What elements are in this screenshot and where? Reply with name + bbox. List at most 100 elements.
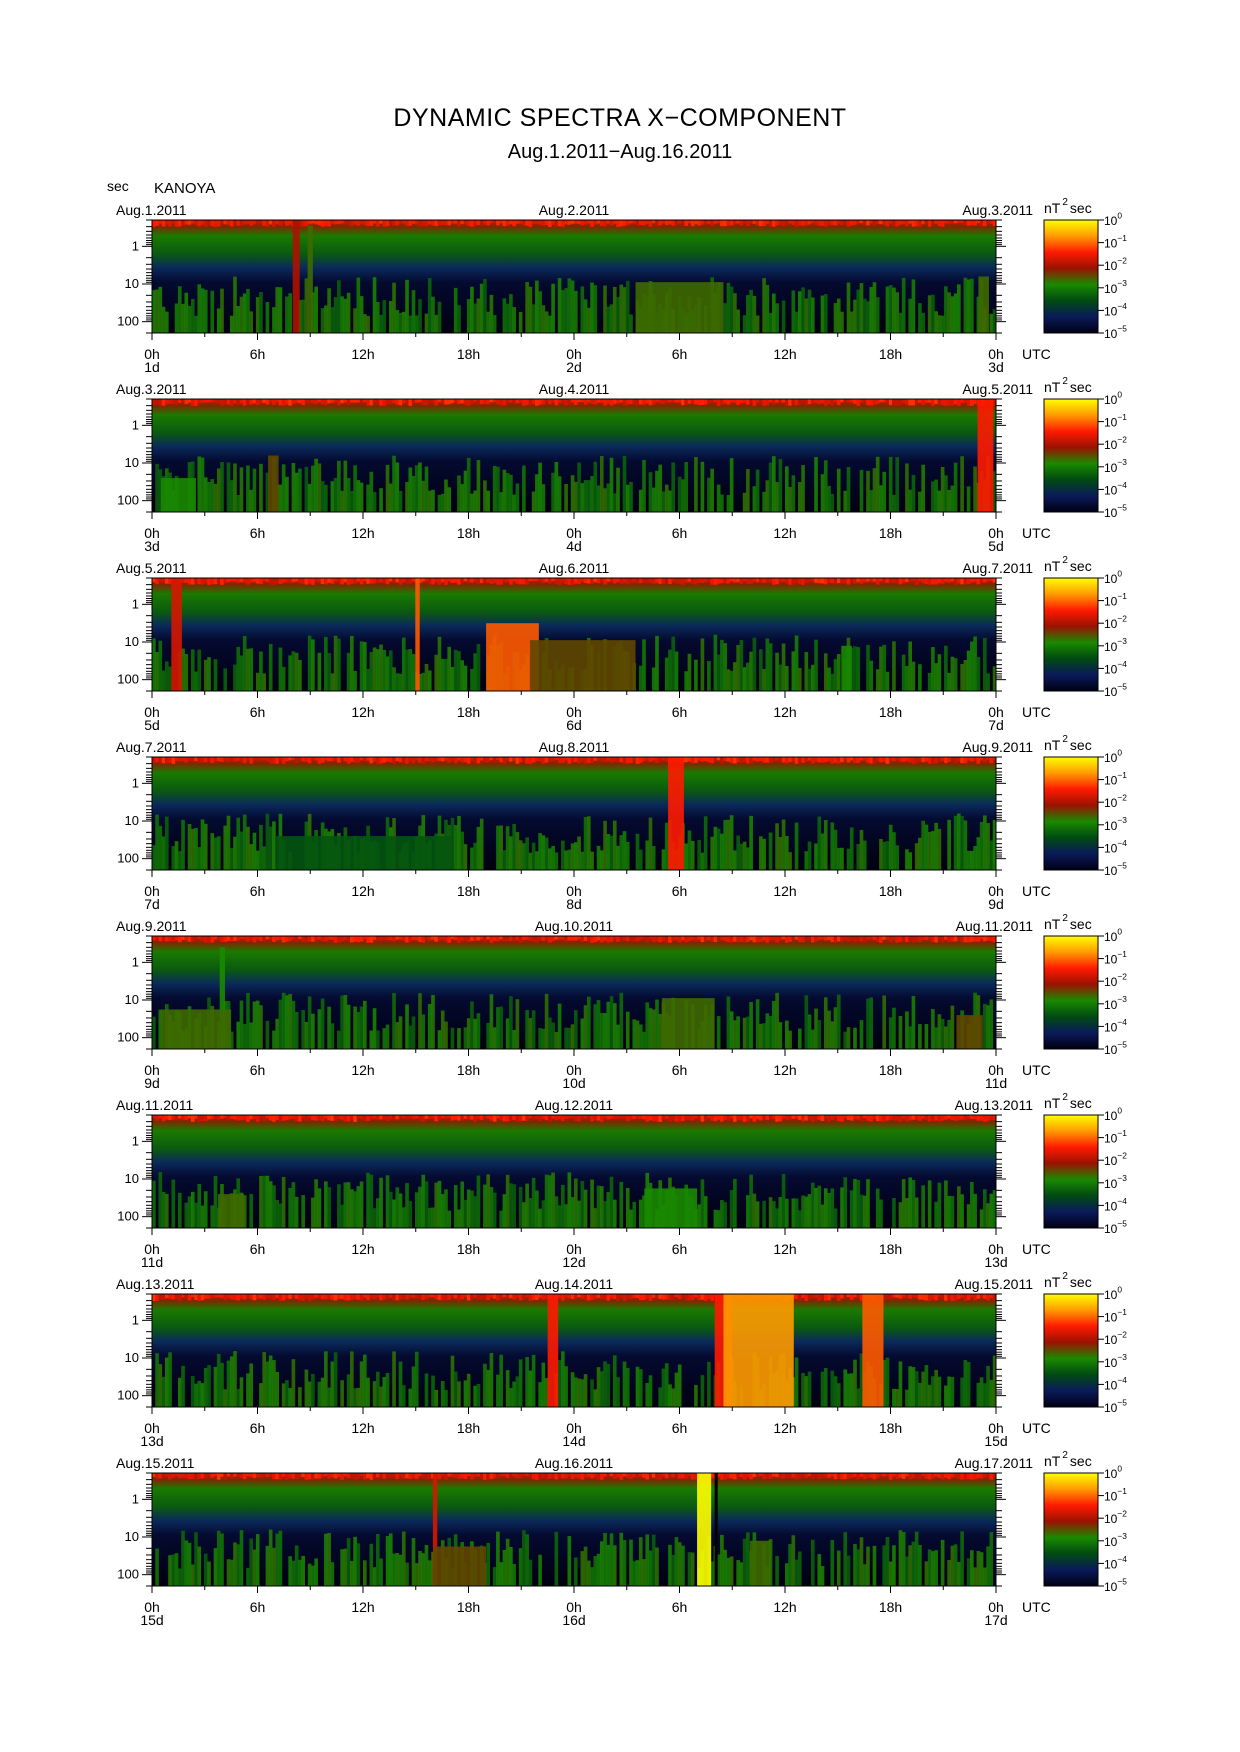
y-tick-label: 1 [132, 238, 139, 253]
panel-mid-date: Aug.2.2011 [539, 202, 610, 218]
colorbar-tick-label: 10−5 [1104, 681, 1127, 699]
x-tick-label: 0h [988, 883, 1004, 899]
y-tick-label: 100 [117, 314, 139, 329]
colorbar-tick-label: 10−3 [1104, 1173, 1127, 1191]
panel-end-date: Aug.3.2011 [962, 202, 1033, 218]
y-tick-label: 10 [125, 813, 139, 828]
panel-mid-date: Aug.14.2011 [535, 1276, 614, 1292]
panel-end-date: Aug.13.2011 [955, 1097, 1034, 1113]
colorbar-tick-label: 100 [1104, 389, 1122, 407]
y-tick-label: 10 [125, 1350, 139, 1365]
spectral-event [661, 998, 715, 1049]
colorbar-tick-label: 10−1 [1104, 1128, 1127, 1146]
day-label: 16d [562, 1612, 585, 1628]
spectral-event [292, 220, 300, 333]
x-tick-label: 0h [144, 1062, 160, 1078]
spectral-event [530, 640, 636, 691]
colorbar-gradient [1043, 935, 1099, 1050]
x-tick-label: 6h [250, 525, 266, 541]
spectral-event [978, 276, 989, 333]
colorbar: nT 2 sec 100 10−1 10−2 10−3 10−4 10−5 [1043, 1271, 1127, 1415]
colorbar: nT 2 sec 100 10−1 10−2 10−3 10−4 10−5 [1043, 913, 1127, 1057]
spectral-event [956, 1015, 983, 1049]
y-tick-label: 100 [117, 672, 139, 687]
x-tick-label: 6h [672, 883, 688, 899]
x-tick-label: 18h [457, 525, 480, 541]
colorbar-tick-label: 10−4 [1104, 301, 1127, 319]
x-tick-label: 6h [250, 704, 266, 720]
x-tick-label: 0h [144, 704, 160, 720]
y-tick-label: 1 [132, 954, 139, 969]
page-title: DYNAMIC SPECTRA X−COMPONENT [393, 104, 847, 132]
colorbar-tick-label: 100 [1104, 1463, 1122, 1481]
x-tick-label: 18h [457, 1599, 480, 1615]
colorbar-tick-label: 10−4 [1104, 1196, 1127, 1214]
colorbar-tick-label: 10−3 [1104, 1531, 1127, 1549]
colorbar-tick-label: 10−1 [1104, 770, 1127, 788]
spectra-panel: Aug.15.2011 Aug.16.2011 Aug.17.2011 1 10 100 0… [116, 1450, 1127, 1628]
colorbar-tick-label: 10−4 [1104, 1554, 1127, 1572]
utc-label: UTC [1022, 1599, 1051, 1615]
x-tick-label: 6h [250, 1599, 266, 1615]
x-tick-label: 0h [988, 704, 1004, 720]
spectra-panel: Aug.11.2011 Aug.12.2011 Aug.13.2011 1 10 100 0… [116, 1092, 1127, 1270]
colorbar-unit: nT 2 sec [1044, 734, 1092, 753]
colorbar-tick-label: 10−3 [1104, 636, 1127, 654]
spectra-panel: Aug.7.2011 Aug.8.2011 Aug.9.2011 1 10 100 0h 6h… [116, 734, 1127, 912]
y-tick-label: 10 [125, 276, 139, 291]
colorbar-gradient [1043, 577, 1099, 692]
y-tick-label: 100 [117, 1209, 139, 1224]
x-tick-label: 0h [144, 525, 160, 541]
panel-end-date: Aug.11.2011 [956, 918, 1034, 934]
spectrogram-activity [152, 578, 997, 691]
x-tick-label: 12h [773, 704, 796, 720]
day-label: 14d [562, 1433, 585, 1449]
colorbar-tick-label: 10−2 [1104, 435, 1127, 453]
colorbar-tick-label: 10−1 [1104, 1307, 1127, 1325]
panel-end-date: Aug.5.2011 [962, 381, 1033, 397]
colorbar-tick-label: 10−2 [1104, 1151, 1127, 1169]
colorbar: nT 2 sec 100 10−1 10−2 10−3 10−4 10−5 [1043, 555, 1127, 699]
x-tick-label: 18h [457, 346, 480, 362]
spectral-event [862, 1294, 884, 1407]
colorbar-tick-label: 10−5 [1104, 323, 1127, 341]
colorbar-tick-label: 10−4 [1104, 838, 1127, 856]
x-tick-label: 6h [672, 1241, 688, 1257]
colorbar-tick-label: 10−3 [1104, 815, 1127, 833]
day-label: 15d [984, 1433, 1007, 1449]
colorbar-tick-label: 100 [1104, 747, 1122, 765]
colorbar-tick-label: 10−3 [1104, 1352, 1127, 1370]
x-tick-label: 12h [773, 1599, 796, 1615]
spectral-event [433, 1546, 487, 1586]
colorbar-gradient [1043, 1114, 1099, 1229]
x-tick-label: 18h [457, 704, 480, 720]
spectral-event [415, 578, 420, 691]
day-label: 10d [562, 1075, 585, 1091]
spectral-event [668, 757, 684, 870]
panel-end-date: Aug.9.2011 [962, 739, 1033, 755]
x-tick-label: 6h [672, 525, 688, 541]
x-tick-label: 18h [457, 1420, 480, 1436]
colorbar-unit: nT 2 sec [1044, 1271, 1092, 1290]
panel-start-date: Aug.13.2011 [116, 1276, 195, 1292]
x-tick-label: 0h [566, 346, 582, 362]
utc-label: UTC [1022, 1420, 1051, 1436]
colorbar-tick-label: 10−3 [1104, 994, 1127, 1012]
utc-label: UTC [1022, 1241, 1051, 1257]
day-label: 11d [141, 1254, 163, 1270]
x-tick-label: 0h [988, 346, 1004, 362]
colorbar-tick-label: 10−4 [1104, 480, 1127, 498]
spectra-panel: Aug.9.2011 Aug.10.2011 Aug.11.2011 1 10 100 0h… [116, 913, 1127, 1091]
day-label: 9d [144, 1075, 160, 1091]
x-tick-label: 6h [672, 1062, 688, 1078]
x-tick-label: 12h [773, 525, 796, 541]
spectral-event [977, 399, 994, 512]
colorbar-tick-label: 10−1 [1104, 949, 1127, 967]
colorbar-tick-label: 10−4 [1104, 1017, 1127, 1035]
colorbar: nT 2 sec 100 10−1 10−2 10−3 10−4 10−5 [1043, 1092, 1127, 1236]
x-tick-label: 12h [351, 1241, 374, 1257]
day-label: 5d [144, 717, 160, 733]
colorbar-tick-label: 10−2 [1104, 1509, 1127, 1527]
spectral-event [547, 1294, 559, 1407]
x-tick-label: 18h [879, 525, 902, 541]
